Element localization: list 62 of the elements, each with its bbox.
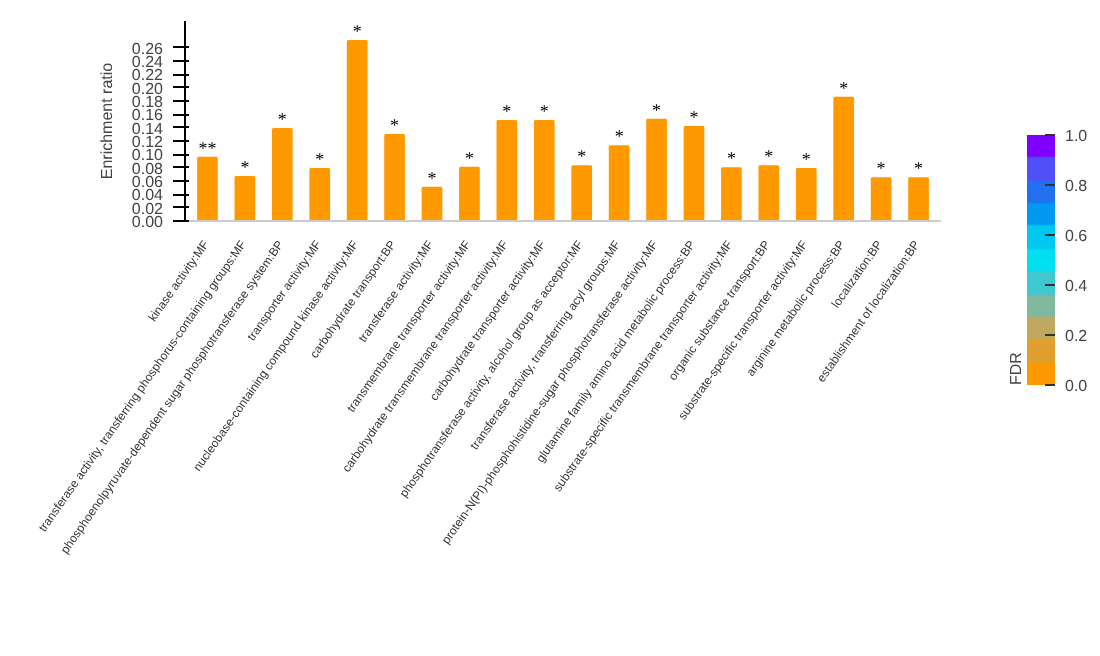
bar bbox=[197, 156, 218, 221]
annotation: * bbox=[801, 149, 812, 169]
color-bar-label: 0.0 bbox=[1065, 377, 1089, 395]
bar bbox=[870, 177, 892, 221]
y-tick-label: 0.14 bbox=[131, 119, 165, 138]
annotation: * bbox=[839, 77, 850, 98]
annotation: * bbox=[315, 149, 326, 169]
annotation: * bbox=[652, 99, 663, 120]
y-tick-label: 0.16 bbox=[131, 106, 165, 125]
y-tick-label: 0.24 bbox=[131, 53, 165, 71]
y-tick-label: 0.06 bbox=[131, 173, 165, 191]
y-axis-title: Enrichment ratio bbox=[97, 61, 116, 180]
bar bbox=[384, 134, 405, 221]
annotation: * bbox=[464, 147, 475, 168]
y-tick-label: 0.18 bbox=[131, 93, 165, 111]
annotation: * bbox=[390, 115, 401, 135]
color-bar-title: FDR bbox=[1007, 351, 1025, 385]
color-bar-label: 0.4 bbox=[1065, 277, 1089, 295]
y-tick-label: 0.08 bbox=[131, 159, 165, 178]
bar bbox=[533, 120, 555, 221]
bar bbox=[346, 40, 368, 221]
annotation: * bbox=[277, 109, 288, 129]
y-tick-label: 0.26 bbox=[131, 39, 165, 58]
bar bbox=[833, 96, 855, 221]
bar bbox=[459, 166, 480, 221]
color-bar-label: 0.8 bbox=[1065, 177, 1089, 195]
bar bbox=[271, 128, 293, 221]
bar bbox=[309, 168, 331, 221]
annotation: * bbox=[614, 126, 625, 147]
color-bar-label: 0.2 bbox=[1065, 327, 1089, 345]
annotation: * bbox=[539, 101, 550, 121]
color-bar-label: 1.0 bbox=[1065, 127, 1089, 145]
bar bbox=[496, 120, 518, 221]
bar bbox=[608, 145, 630, 221]
bar bbox=[721, 167, 742, 221]
y-tick-label: 0.12 bbox=[131, 133, 165, 151]
bar bbox=[795, 168, 817, 221]
annotation: * bbox=[914, 158, 925, 179]
annotation: * bbox=[726, 148, 737, 169]
annotation: * bbox=[240, 157, 251, 177]
y-tick-label: 0.02 bbox=[131, 199, 165, 218]
bar bbox=[234, 176, 256, 221]
y-tick-label: 0.10 bbox=[131, 146, 165, 165]
bar bbox=[908, 177, 929, 221]
annotation: * bbox=[427, 167, 438, 188]
annotation: ** bbox=[198, 137, 218, 158]
annotation: * bbox=[577, 146, 588, 167]
bar bbox=[646, 118, 667, 221]
y-tick-label: 0.20 bbox=[131, 79, 165, 98]
y-tick-label: 0.22 bbox=[131, 66, 165, 85]
annotation: * bbox=[876, 158, 887, 179]
annotation: * bbox=[502, 101, 513, 121]
annotation: * bbox=[764, 146, 775, 167]
y-tick-label: 0.00 bbox=[131, 213, 165, 231]
annotation: * bbox=[689, 107, 700, 127]
annotation: * bbox=[352, 21, 363, 41]
bar bbox=[571, 165, 593, 221]
y-tick-label: 0.04 bbox=[131, 186, 165, 205]
color-bar-label: 0.6 bbox=[1065, 227, 1089, 245]
bar bbox=[683, 126, 705, 221]
bar bbox=[421, 186, 443, 221]
bar bbox=[758, 165, 780, 221]
